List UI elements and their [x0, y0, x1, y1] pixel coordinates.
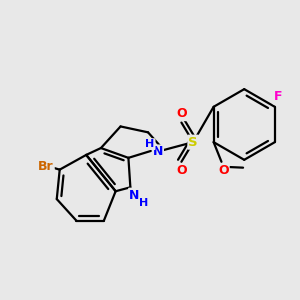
Text: N: N: [153, 146, 163, 158]
Text: N: N: [129, 189, 140, 202]
Text: O: O: [218, 164, 229, 177]
Text: S: S: [188, 136, 198, 148]
Text: H: H: [146, 139, 154, 149]
Text: H: H: [140, 198, 149, 208]
Text: Br: Br: [38, 160, 54, 173]
Text: O: O: [176, 164, 187, 177]
Text: O: O: [176, 107, 187, 120]
Text: F: F: [274, 91, 282, 103]
